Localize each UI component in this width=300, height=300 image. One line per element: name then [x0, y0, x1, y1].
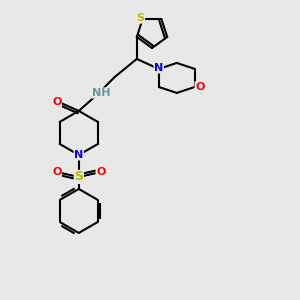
Text: O: O — [96, 167, 106, 177]
Text: S: S — [74, 170, 83, 183]
Text: N: N — [74, 150, 83, 160]
Text: N: N — [154, 63, 164, 73]
Text: NH: NH — [92, 88, 110, 98]
Text: S: S — [136, 13, 145, 23]
Text: O: O — [52, 167, 62, 177]
Text: O: O — [52, 97, 62, 107]
Text: O: O — [195, 82, 205, 92]
